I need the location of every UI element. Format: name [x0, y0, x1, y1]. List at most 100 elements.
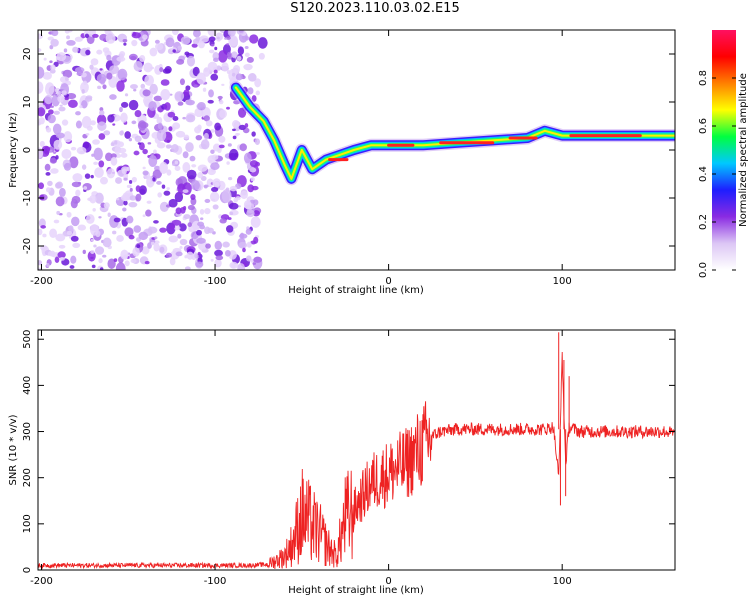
- noise-speck: [47, 180, 53, 187]
- noise-speck: [204, 198, 211, 204]
- noise-speck: [99, 267, 104, 270]
- noise-speck: [211, 186, 219, 193]
- noise-speck: [103, 202, 110, 209]
- noise-speck: [89, 194, 97, 204]
- noise-speck: [214, 240, 223, 250]
- noise-speck: [142, 89, 151, 97]
- noise-speck: [90, 256, 94, 259]
- noise-speck: [154, 39, 160, 44]
- noise-speck: [257, 37, 268, 49]
- noise-speck: [134, 135, 142, 143]
- noise-speck: [67, 30, 73, 33]
- noise-speck: [49, 157, 57, 164]
- colorbar-tick-label: 0.6: [698, 118, 709, 134]
- noise-speck: [251, 131, 256, 137]
- noise-speck: [174, 160, 179, 165]
- noise-speck: [172, 115, 179, 122]
- noise-speck: [149, 47, 158, 57]
- noise-speck: [232, 135, 237, 140]
- snr-x-axis: -200 -100 0 100: [30, 330, 572, 587]
- noise-speck: [156, 180, 162, 185]
- noise-speck: [236, 133, 241, 136]
- noise-speck: [102, 84, 107, 90]
- noise-speck: [50, 38, 59, 47]
- noise-speck: [238, 30, 244, 33]
- noise-speck: [203, 132, 209, 140]
- noise-speck: [187, 204, 195, 211]
- noise-speck: [237, 46, 245, 56]
- noise-speck: [144, 74, 155, 86]
- noise-speck: [48, 109, 54, 115]
- noise-speck: [250, 216, 261, 228]
- noise-speck: [218, 99, 224, 105]
- noise-speck: [177, 233, 182, 239]
- noise-speck: [75, 111, 81, 116]
- noise-speck: [53, 110, 60, 115]
- noise-speck: [237, 263, 246, 270]
- noise-speck: [157, 192, 163, 198]
- noise-speck: [107, 212, 111, 217]
- noise-speck: [145, 209, 152, 217]
- noise-speck: [129, 180, 133, 184]
- noise-speck: [63, 162, 72, 171]
- noise-speck: [202, 87, 207, 92]
- noise-speck: [61, 148, 72, 159]
- noise-speck: [197, 221, 205, 227]
- noise-speck: [47, 114, 56, 124]
- noise-speck: [141, 246, 150, 255]
- noise-speck: [57, 94, 65, 103]
- noise-speck: [44, 163, 51, 171]
- noise-speck: [148, 101, 157, 111]
- noise-speck: [169, 257, 176, 266]
- noise-speck: [112, 123, 116, 126]
- y-tick-label: 300: [22, 422, 33, 441]
- noise-speck: [107, 258, 116, 269]
- noise-speck: [216, 65, 222, 71]
- noise-speck: [185, 85, 191, 91]
- noise-speck: [93, 161, 98, 166]
- noise-speck: [139, 54, 146, 63]
- noise-speck: [205, 120, 213, 127]
- noise-speck: [192, 38, 200, 45]
- noise-speck: [238, 233, 248, 239]
- noise-speck: [244, 45, 249, 49]
- noise-speck: [92, 139, 100, 145]
- noise-speck: [160, 79, 170, 86]
- noise-speck: [90, 224, 99, 236]
- noise-speck: [152, 177, 156, 182]
- noise-speck: [130, 84, 138, 90]
- noise-speck: [61, 90, 67, 96]
- noise-speck: [117, 68, 128, 81]
- noise-speck: [174, 165, 181, 171]
- noise-speck: [166, 169, 172, 176]
- noise-speck: [45, 172, 51, 176]
- snr-x-axis-title: Height of straight line (km): [288, 585, 424, 596]
- snr-series: [38, 332, 675, 570]
- noise-speck: [114, 140, 118, 145]
- noise-speck: [44, 94, 53, 105]
- noise-speck: [110, 153, 117, 159]
- noise-speck: [137, 120, 147, 131]
- noise-speck: [122, 207, 127, 212]
- noise-speck: [249, 160, 259, 168]
- noise-speck: [219, 218, 227, 224]
- noise-speck: [196, 237, 206, 244]
- noise-speck: [66, 93, 77, 100]
- noise-speck: [120, 112, 128, 123]
- noise-speck: [64, 96, 69, 101]
- noise-speck: [120, 249, 129, 260]
- noise-speck: [250, 177, 255, 182]
- noise-speck: [186, 251, 194, 260]
- noise-speck: [106, 54, 112, 61]
- noise-speck: [243, 63, 253, 71]
- signal-ridge: [229, 81, 675, 186]
- noise-speck: [66, 211, 72, 218]
- noise-speck: [75, 120, 82, 129]
- noise-speck: [221, 62, 229, 72]
- noise-speck: [126, 184, 132, 189]
- noise-speck: [221, 189, 232, 203]
- snr-y-axis: 0 100 200 300 400 500: [22, 330, 675, 573]
- ridge-band-4: [234, 86, 675, 180]
- noise-speck: [245, 36, 250, 41]
- noise-speck: [96, 49, 103, 55]
